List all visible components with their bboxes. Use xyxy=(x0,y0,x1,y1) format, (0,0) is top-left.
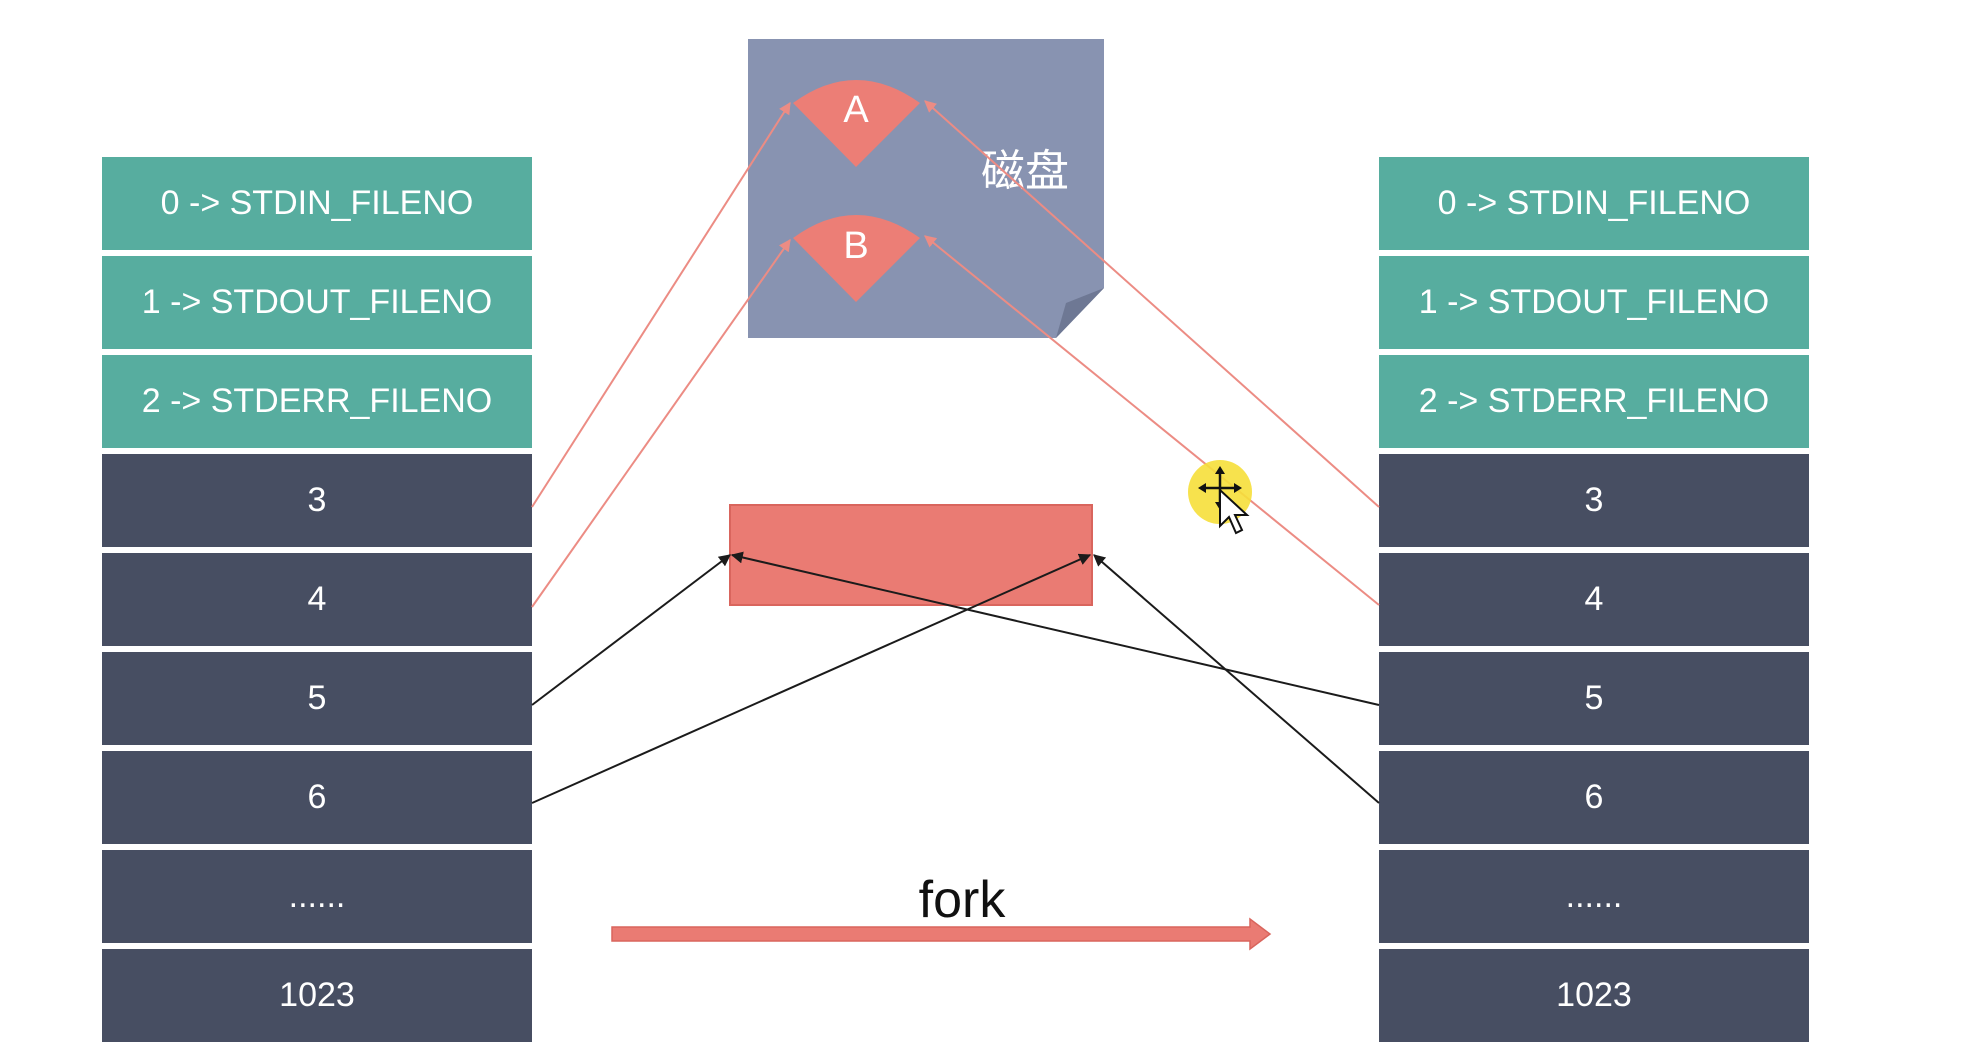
left-fd-row-2: 2 -> STDERR_FILENO xyxy=(102,355,532,448)
fork-label: fork xyxy=(919,871,1007,929)
disk-page-fold xyxy=(1056,288,1104,338)
left-fd-row-1023: 1023 xyxy=(102,949,532,1042)
disk-block: 磁盘 A B xyxy=(748,39,1104,338)
link-right-fd3-to-file-a xyxy=(924,100,1380,508)
disk-label: 磁盘 xyxy=(981,146,1069,197)
left-fd-row-4: 4 xyxy=(102,553,532,646)
left-fd-table: 0 -> STDIN_FILENO 1 -> STDOUT_FILENO 2 -… xyxy=(102,157,532,1042)
arrow-cursor-icon xyxy=(1219,487,1250,535)
link-right-fd5-to-shared-entry xyxy=(730,551,1380,706)
right-fd-table: 0 -> STDIN_FILENO 1 -> STDOUT_FILENO 2 -… xyxy=(1379,157,1809,1042)
fork-arrow: fork xyxy=(611,871,1272,951)
link-left-fd5-to-shared-entry xyxy=(531,554,731,706)
link-right-fd4-to-file-b xyxy=(924,235,1380,606)
left-fd-row-3: 3 xyxy=(102,454,532,547)
left-fd-row-5: 5 xyxy=(102,652,532,745)
link-right-fd6-to-shared-entry xyxy=(1093,554,1380,804)
mouse-cursor xyxy=(1188,460,1252,535)
right-fd-row-ellipsis: ...... xyxy=(1379,850,1809,943)
file-b-label: B xyxy=(843,225,868,267)
link-left-fd6-to-shared-entry xyxy=(531,553,1092,804)
file-a-label: A xyxy=(843,89,869,131)
left-fd-row-0: 0 -> STDIN_FILENO xyxy=(102,157,532,250)
link-left-fd4-to-file-b xyxy=(531,239,791,608)
right-fd-row-1: 1 -> STDOUT_FILENO xyxy=(1379,256,1809,349)
right-fd-row-6: 6 xyxy=(1379,751,1809,844)
right-fd-row-0: 0 -> STDIN_FILENO xyxy=(1379,157,1809,250)
fork-arrow-shape xyxy=(611,917,1272,951)
right-fd-row-4: 4 xyxy=(1379,553,1809,646)
shared-file-entry-box xyxy=(729,504,1093,606)
file-a-sector xyxy=(793,80,920,167)
right-fd-row-2: 2 -> STDERR_FILENO xyxy=(1379,355,1809,448)
link-left-fd3-to-file-a xyxy=(531,101,791,508)
left-fd-row-6: 6 xyxy=(102,751,532,844)
right-fd-row-3: 3 xyxy=(1379,454,1809,547)
left-fd-row-1: 1 -> STDOUT_FILENO xyxy=(102,256,532,349)
left-fd-row-ellipsis: ...... xyxy=(102,850,532,943)
right-fd-row-5: 5 xyxy=(1379,652,1809,745)
right-fd-row-1023: 1023 xyxy=(1379,949,1809,1042)
file-b-sector xyxy=(793,215,920,302)
